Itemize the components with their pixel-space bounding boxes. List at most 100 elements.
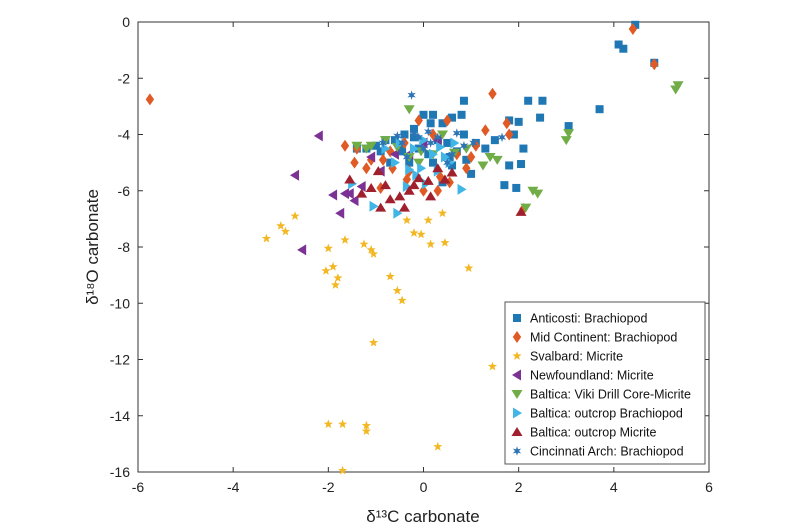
data-point <box>414 132 423 143</box>
data-point <box>379 180 391 190</box>
legend-label: Baltica: Viki Drill Core-Micrite <box>530 388 691 402</box>
data-point <box>437 208 448 218</box>
data-point <box>631 20 640 29</box>
data-point <box>429 158 438 167</box>
data-point <box>379 136 391 146</box>
data-point <box>519 203 528 216</box>
legend-label: Cincinnati Arch: Brachiopod <box>530 445 684 459</box>
data-point <box>416 229 426 239</box>
data-point <box>403 105 415 115</box>
data-point <box>477 161 489 171</box>
data-point <box>429 148 439 160</box>
data-point <box>564 122 573 131</box>
data-point <box>426 119 435 128</box>
data-point <box>365 141 377 151</box>
data-point <box>440 151 450 163</box>
data-point <box>481 124 490 137</box>
data-point <box>405 164 415 176</box>
data-point <box>439 174 451 184</box>
data-point <box>481 144 490 153</box>
data-point <box>497 132 507 143</box>
data-point <box>462 155 471 164</box>
data-point <box>397 138 407 148</box>
data-point <box>369 200 379 212</box>
data-point <box>426 138 435 148</box>
y-axis-label: δ¹⁸O carbonate <box>83 189 102 305</box>
data-point <box>390 136 399 145</box>
x-tick-label: 2 <box>515 479 523 495</box>
series-2 <box>145 23 659 216</box>
data-point <box>323 243 333 253</box>
data-point <box>390 157 400 169</box>
data-point <box>368 337 379 347</box>
data-point <box>437 130 449 140</box>
data-point <box>419 184 428 197</box>
data-point <box>407 90 416 100</box>
data-point <box>378 153 388 166</box>
data-point <box>350 156 359 169</box>
data-point <box>459 130 468 139</box>
data-point <box>428 128 438 141</box>
data-point <box>280 226 291 236</box>
data-point <box>423 215 433 225</box>
legend-marker <box>511 427 523 436</box>
data-point <box>450 137 460 149</box>
data-point <box>512 183 521 192</box>
data-point <box>375 202 387 212</box>
data-point <box>321 266 331 275</box>
data-point <box>366 245 376 254</box>
y-tick-label: -12 <box>110 352 130 368</box>
data-point <box>560 136 572 146</box>
data-point <box>670 85 682 95</box>
data-point <box>517 160 526 169</box>
y-tick-label: -8 <box>118 239 131 255</box>
data-point <box>490 136 499 145</box>
data-point <box>425 191 437 201</box>
legend: Anticosti: Brachiopod Mid Continent: Brac… <box>504 301 706 465</box>
data-point <box>433 184 442 197</box>
legend-label: Anticosti: Brachiopod <box>530 312 647 326</box>
data-point <box>389 148 399 160</box>
data-point <box>443 157 452 168</box>
data-point <box>628 23 638 36</box>
legend-marker <box>513 314 521 322</box>
data-point <box>371 141 380 150</box>
data-point <box>509 130 518 139</box>
x-tick-labels: -6 -4 -2 0 2 4 6 <box>132 479 713 495</box>
data-points <box>145 20 684 475</box>
data-point <box>349 195 359 207</box>
data-point <box>381 143 391 155</box>
data-point <box>491 155 503 165</box>
data-point <box>261 233 272 243</box>
data-point <box>448 161 457 170</box>
series-7 <box>344 163 527 216</box>
data-point <box>413 158 425 168</box>
data-point <box>464 263 474 272</box>
data-point <box>397 295 407 305</box>
data-point <box>398 202 410 212</box>
data-point <box>452 128 461 138</box>
data-point <box>402 181 412 193</box>
data-point <box>366 151 376 163</box>
data-point <box>432 163 444 173</box>
data-point <box>385 271 395 281</box>
data-point <box>408 180 420 190</box>
data-point <box>433 132 442 143</box>
data-point <box>386 158 395 167</box>
data-point <box>330 280 341 289</box>
legend-marker <box>512 446 522 456</box>
x-tick-label: 0 <box>420 479 428 495</box>
data-point <box>563 129 575 139</box>
y-tick-label: -10 <box>110 295 130 311</box>
data-point <box>361 426 371 436</box>
data-point <box>323 419 333 429</box>
data-point <box>417 162 427 174</box>
data-point <box>394 191 406 201</box>
data-point <box>433 441 443 451</box>
y-tick-label: -4 <box>118 127 131 143</box>
data-point <box>340 235 350 244</box>
legend-marker <box>511 390 523 399</box>
data-point <box>276 221 286 230</box>
data-point <box>328 189 338 201</box>
data-point <box>505 161 514 170</box>
